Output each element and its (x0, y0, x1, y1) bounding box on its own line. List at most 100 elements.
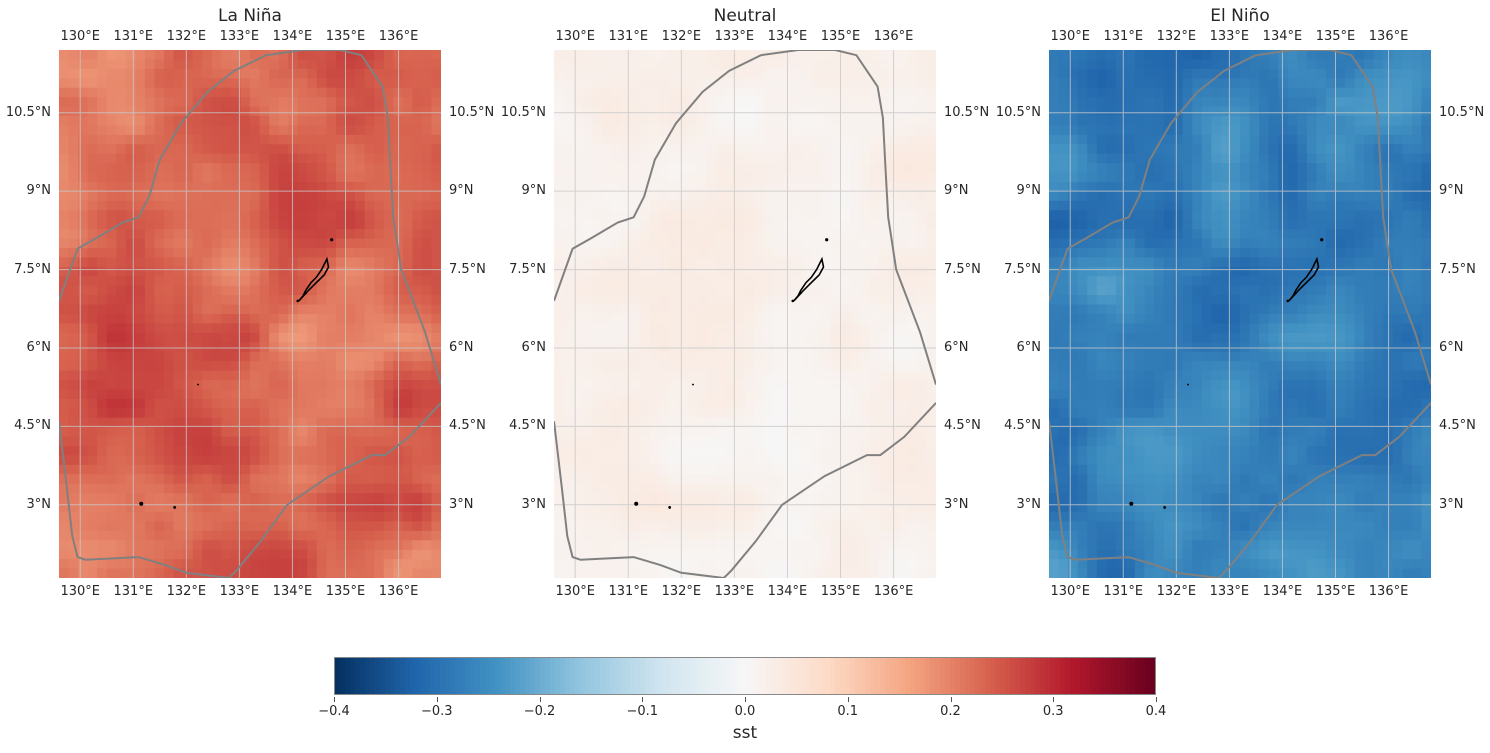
heatmap-cell (706, 568, 717, 578)
heatmap-cell (335, 408, 347, 419)
heatmap-cell (802, 285, 813, 296)
heatmap-cell (916, 323, 928, 334)
heatmap-cell (1211, 59, 1222, 70)
heatmap-cell (926, 200, 936, 211)
heatmap-cell (1306, 116, 1317, 127)
heatmap-cell (764, 521, 775, 532)
heatmap-cell (563, 295, 574, 306)
heatmap-cell (706, 97, 717, 108)
heatmap-cell (926, 446, 936, 457)
heatmap-cell (144, 125, 156, 136)
heatmap-cell (563, 549, 574, 560)
heatmap-cell (869, 446, 880, 457)
heatmap-cell (307, 408, 318, 419)
heatmap-cell (307, 106, 318, 117)
heatmap-cell (897, 248, 908, 259)
heatmap-cell (678, 323, 689, 334)
heatmap-cell (830, 106, 842, 117)
heatmap-cell (659, 568, 670, 578)
heatmap-cell (802, 87, 813, 98)
heatmap-cell (869, 219, 880, 230)
island (173, 506, 177, 509)
heatmap-cell (897, 106, 908, 117)
heatmap-cell (250, 229, 261, 240)
heatmap-cell (211, 436, 222, 447)
heatmap-cell (649, 512, 660, 523)
heatmap-cell (582, 191, 593, 202)
heatmap-cell (668, 144, 679, 155)
heatmap-cell (78, 97, 89, 108)
heatmap-cell (697, 342, 708, 353)
heatmap-cell (1192, 59, 1203, 70)
heatmap-cell (326, 210, 337, 221)
heatmap-cell (611, 389, 622, 400)
heatmap-cell (678, 163, 689, 174)
heatmap-cell (68, 163, 79, 174)
heatmap-cell (907, 106, 918, 117)
heatmap-cell (326, 351, 337, 362)
heatmap-cell (1201, 68, 1212, 79)
heatmap-cell (106, 219, 117, 230)
heatmap-cell (916, 78, 928, 89)
heatmap-cell (697, 521, 708, 532)
heatmap-cell (754, 276, 765, 287)
heatmap-cell (307, 266, 318, 277)
heatmap-cell (620, 238, 631, 249)
heatmap-cell (830, 87, 842, 98)
heatmap-cell (1049, 59, 1060, 70)
heatmap-cell (697, 559, 708, 570)
heatmap-cell (230, 568, 242, 578)
heatmap-cell (573, 163, 584, 174)
heatmap-cell (716, 530, 727, 541)
heatmap-cell (135, 97, 146, 108)
heatmap-cell (754, 455, 765, 466)
heatmap-cell (144, 559, 156, 570)
heatmap-cell (554, 530, 565, 541)
heatmap-cell (802, 530, 813, 541)
heatmap-cell (125, 59, 136, 70)
heatmap-cell (592, 408, 603, 419)
heatmap-cell (326, 153, 337, 164)
heatmap-cell (230, 210, 242, 221)
heatmap-cell (1068, 78, 1079, 89)
heatmap-cell (745, 266, 756, 277)
heatmap-cell (307, 200, 318, 211)
heatmap-cell (78, 59, 89, 70)
heatmap-cell (59, 68, 70, 79)
heatmap-cell (1163, 153, 1174, 164)
heatmap-cell (630, 266, 641, 277)
heatmap-cell (716, 229, 727, 240)
heatmap-cell (116, 134, 127, 145)
heatmap-cell (345, 370, 356, 381)
heatmap-cell (668, 172, 679, 183)
heatmap-cell (297, 172, 308, 183)
heatmap-cell (878, 191, 889, 202)
heatmap-cell (630, 87, 641, 98)
heatmap-cell (1259, 116, 1270, 127)
heatmap-cell (859, 351, 870, 362)
heatmap-cell (59, 304, 70, 315)
heatmap-cell (821, 144, 832, 155)
heatmap-cell (573, 125, 584, 136)
heatmap-cell (125, 314, 136, 325)
gridlines (554, 50, 936, 578)
heatmap-cell (345, 238, 356, 249)
heatmap-cell (87, 370, 98, 381)
heatmap-cell (164, 276, 175, 287)
heatmap-cell (278, 559, 289, 570)
heatmap-cell (697, 210, 708, 221)
heatmap-cell (345, 50, 356, 61)
heatmap-cell (1392, 144, 1403, 155)
heatmap-cell (1373, 87, 1384, 98)
heatmap-cell (1402, 125, 1413, 136)
heatmap-cell (68, 502, 79, 513)
heatmap-cell (135, 116, 146, 127)
heatmap-cell (183, 200, 194, 211)
heatmap-cell (383, 398, 394, 409)
heatmap-cells (59, 50, 441, 578)
heatmap-cell (78, 483, 89, 494)
island (197, 383, 199, 386)
heatmap-cell (164, 229, 175, 240)
heatmap-cell (821, 474, 832, 485)
heatmap-cell (811, 559, 822, 570)
